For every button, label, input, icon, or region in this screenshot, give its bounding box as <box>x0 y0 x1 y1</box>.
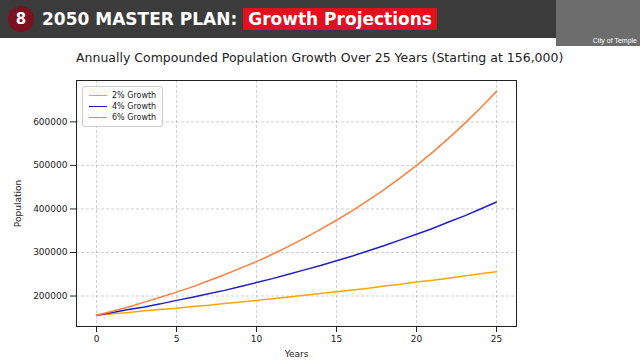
svg-text:Years: Years <box>284 349 309 359</box>
svg-text:Population: Population <box>13 180 23 227</box>
html-text:Annually Compounded Population: Annually Compounded Population Growth Ov… <box>76 50 564 65</box>
html-text:6% Growth: 6% Growth <box>112 113 157 122</box>
svg-text:15: 15 <box>331 334 342 344</box>
html-text:City of Temple: City of Temple <box>592 37 637 44</box>
svg-text:0: 0 <box>94 334 100 344</box>
svg-text:25: 25 <box>491 334 502 344</box>
svg-text:20: 20 <box>411 334 423 344</box>
svg-text:10: 10 <box>251 334 263 344</box>
svg-text:300000: 300000 <box>33 247 68 257</box>
html-text:2% Growth: 2% Growth <box>112 91 157 100</box>
svg-text:400000: 400000 <box>33 204 68 214</box>
svg-text:500000: 500000 <box>33 160 68 170</box>
html-text:8: 8 <box>15 10 27 28</box>
svg-text:200000: 200000 <box>33 291 68 301</box>
html-text:2050 MASTER PLAN:: 2050 MASTER PLAN: <box>42 9 238 29</box>
svg-text:600000: 600000 <box>33 117 68 127</box>
html-text:4% Growth: 4% Growth <box>112 102 157 111</box>
html-text:Growth Projections: Growth Projections <box>248 9 432 29</box>
svg-text:5: 5 <box>174 334 180 344</box>
